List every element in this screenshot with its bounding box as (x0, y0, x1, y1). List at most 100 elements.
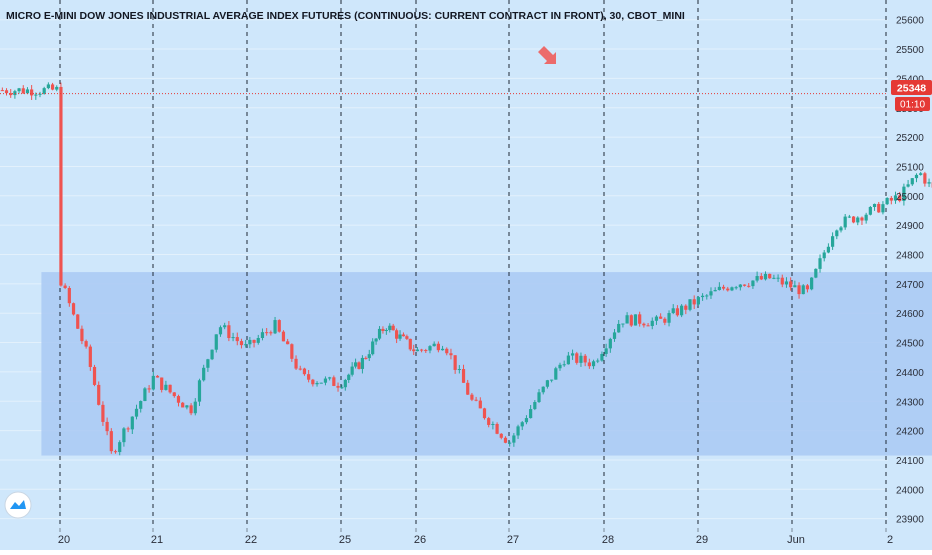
candle-body (667, 313, 670, 323)
candle-body (261, 332, 264, 338)
candle-body (47, 84, 50, 88)
candle-body (168, 385, 171, 393)
candle-body (311, 380, 314, 385)
candle-body (388, 326, 391, 330)
candle-body (818, 258, 821, 269)
candle-body (584, 356, 587, 363)
candle-body (97, 385, 100, 405)
candle-body (596, 361, 599, 362)
candle-body (646, 325, 649, 326)
candle-body (500, 434, 503, 438)
candle-body (202, 368, 205, 381)
candle-body (701, 296, 704, 297)
candle-body (466, 383, 469, 395)
y-tick-label: 24600 (896, 309, 924, 320)
candle-body (152, 376, 155, 390)
candle-body (923, 173, 926, 183)
candle-body (122, 428, 125, 442)
candle-body (797, 285, 800, 294)
candle-body (911, 178, 914, 184)
candle-body (1, 90, 4, 91)
candle-body (236, 337, 239, 341)
y-tick-label: 24200 (896, 427, 924, 438)
last-price-label: 25348 (897, 83, 926, 95)
candle-body (458, 369, 461, 370)
candle-body (328, 377, 331, 378)
candle-body (537, 392, 540, 402)
candle-body (663, 319, 666, 323)
candle-body (533, 402, 536, 409)
candle-body (392, 326, 395, 331)
candle-body (768, 274, 771, 278)
candle-body (424, 350, 427, 351)
candle-body (127, 428, 130, 429)
candle-body (336, 386, 339, 388)
candle-body (278, 320, 281, 332)
candle-body (571, 353, 574, 355)
candle-body (351, 367, 354, 375)
candle-body (290, 344, 293, 359)
candle-body (294, 359, 297, 369)
candle-body (529, 409, 532, 418)
candle-body (320, 383, 323, 384)
candle-body (307, 374, 310, 380)
candle-body (760, 276, 763, 279)
candle-body (634, 314, 637, 325)
tradingview-logo-icon[interactable] (5, 492, 31, 518)
candle-body (856, 218, 859, 223)
candle-body (550, 380, 553, 381)
candle-body (248, 340, 251, 344)
y-tick-label: 25200 (896, 133, 924, 144)
candle-body (371, 341, 374, 354)
candle-body (43, 88, 46, 94)
y-tick-label: 24300 (896, 397, 924, 408)
candle-body (554, 368, 557, 379)
candle-body (852, 217, 855, 223)
candle-body (143, 388, 146, 401)
candle-body (324, 379, 327, 383)
candle-body (546, 380, 549, 387)
candle-body (865, 215, 868, 221)
candle-body (722, 287, 725, 289)
candle-body (68, 288, 71, 303)
candle-body (454, 355, 457, 370)
candle-body (542, 387, 545, 393)
candle-body (206, 359, 209, 368)
candle-body (508, 443, 511, 444)
candle-body (605, 348, 608, 354)
candle-body (441, 349, 444, 350)
candle-body (131, 417, 134, 430)
candle-body (5, 90, 8, 93)
candle-body (617, 324, 620, 332)
candle-body (860, 218, 863, 221)
x-tick-label: 26 (414, 534, 426, 546)
candle-body (886, 198, 889, 204)
x-tick-label: 22 (245, 534, 257, 546)
candle-body (139, 401, 142, 409)
candle-body (839, 227, 842, 230)
candle-body (114, 451, 117, 452)
candle-body (844, 217, 847, 228)
chart-title: MICRO E-MINI DOW JONES INDUSTRIAL AVERAG… (6, 10, 685, 22)
candle-body (378, 329, 381, 339)
candle-body (625, 315, 628, 323)
candle-body (381, 329, 384, 331)
candle-body (567, 356, 570, 365)
candle-body (726, 289, 729, 291)
candle-body (22, 88, 25, 93)
y-tick-label: 24000 (896, 485, 924, 496)
candle-body (445, 349, 448, 353)
candle-body (240, 341, 243, 345)
candle-body (558, 365, 561, 368)
candle-body (672, 308, 675, 313)
consolidation-box-layer (41, 272, 932, 455)
candle-body (764, 274, 767, 279)
candle-body (273, 320, 276, 333)
candle-body (475, 400, 478, 401)
candle-body (299, 369, 302, 370)
candle-body (368, 354, 371, 358)
candle-body (315, 383, 318, 384)
candle-body (34, 95, 37, 96)
